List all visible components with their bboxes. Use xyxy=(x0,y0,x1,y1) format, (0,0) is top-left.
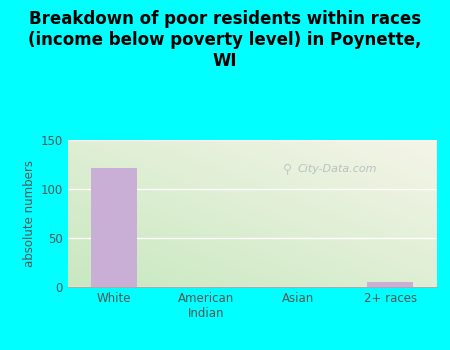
Bar xyxy=(367,282,414,287)
Y-axis label: absolute numbers: absolute numbers xyxy=(23,160,36,267)
Text: ⚲: ⚲ xyxy=(283,163,292,176)
Text: Breakdown of poor residents within races
(income below poverty level) in Poynett: Breakdown of poor residents within races… xyxy=(28,10,422,70)
Bar xyxy=(90,168,137,287)
Text: City-Data.com: City-Data.com xyxy=(297,164,377,174)
